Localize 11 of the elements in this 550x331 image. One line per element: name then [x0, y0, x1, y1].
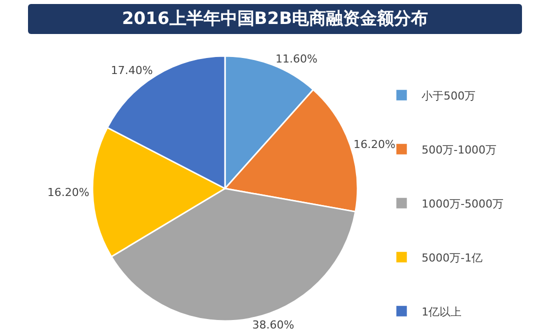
- data-label: 17.40%: [110, 64, 153, 78]
- legend-label: 5000万-1亿: [422, 251, 483, 264]
- legend-label: 500万-1000万: [422, 143, 497, 156]
- legend-label: 小于500万: [422, 89, 476, 102]
- data-label: 11.60%: [275, 52, 318, 66]
- legend-label: 1000万-5000万: [422, 197, 504, 210]
- chart-title: 2016上半年中国B2B电商融资金额分布: [28, 4, 522, 34]
- data-label: 16.20%: [47, 186, 90, 200]
- data-label: 16.20%: [353, 138, 396, 151]
- legend-label: 1亿以上: [422, 305, 462, 318]
- data-label: 38.60%: [252, 318, 294, 331]
